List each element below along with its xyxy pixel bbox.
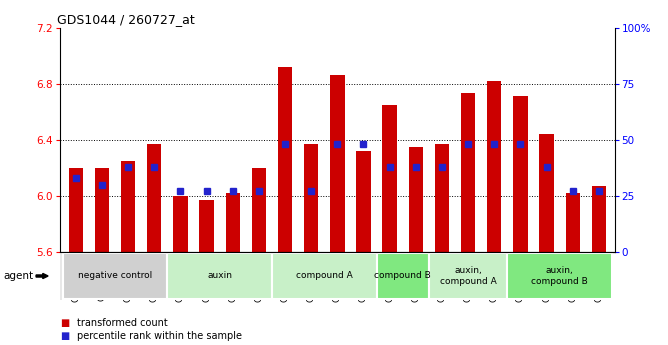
Text: GDS1044 / 260727_at: GDS1044 / 260727_at: [57, 13, 195, 27]
Bar: [435, 144, 449, 252]
Bar: [356, 151, 371, 252]
Bar: [539, 134, 554, 252]
Bar: [252, 168, 266, 252]
Bar: [199, 200, 214, 252]
Text: auxin,
compound B: auxin, compound B: [531, 266, 588, 286]
Bar: [272, 253, 377, 299]
Text: compound A: compound A: [296, 272, 353, 280]
Bar: [69, 168, 83, 252]
Text: ■: ■: [60, 318, 69, 327]
Bar: [168, 253, 272, 299]
Bar: [173, 196, 188, 252]
Bar: [304, 144, 319, 252]
Bar: [429, 253, 507, 299]
Bar: [330, 75, 345, 252]
Bar: [147, 144, 162, 252]
Bar: [278, 67, 292, 252]
Bar: [63, 253, 168, 299]
Bar: [566, 193, 580, 252]
Bar: [487, 81, 502, 252]
Text: auxin: auxin: [207, 272, 232, 280]
Bar: [377, 253, 429, 299]
Text: transformed count: transformed count: [77, 318, 168, 327]
Text: compound B: compound B: [374, 272, 431, 280]
Text: agent: agent: [3, 271, 33, 281]
Bar: [95, 168, 109, 252]
Text: auxin,
compound A: auxin, compound A: [440, 266, 496, 286]
Bar: [383, 105, 397, 252]
Bar: [507, 253, 612, 299]
Bar: [226, 193, 240, 252]
Text: ■: ■: [60, 332, 69, 341]
Bar: [461, 93, 476, 252]
Bar: [409, 147, 423, 252]
Bar: [121, 161, 136, 252]
Bar: [513, 96, 528, 252]
Bar: [592, 186, 606, 252]
Text: percentile rank within the sample: percentile rank within the sample: [77, 332, 242, 341]
Text: negative control: negative control: [78, 272, 152, 280]
